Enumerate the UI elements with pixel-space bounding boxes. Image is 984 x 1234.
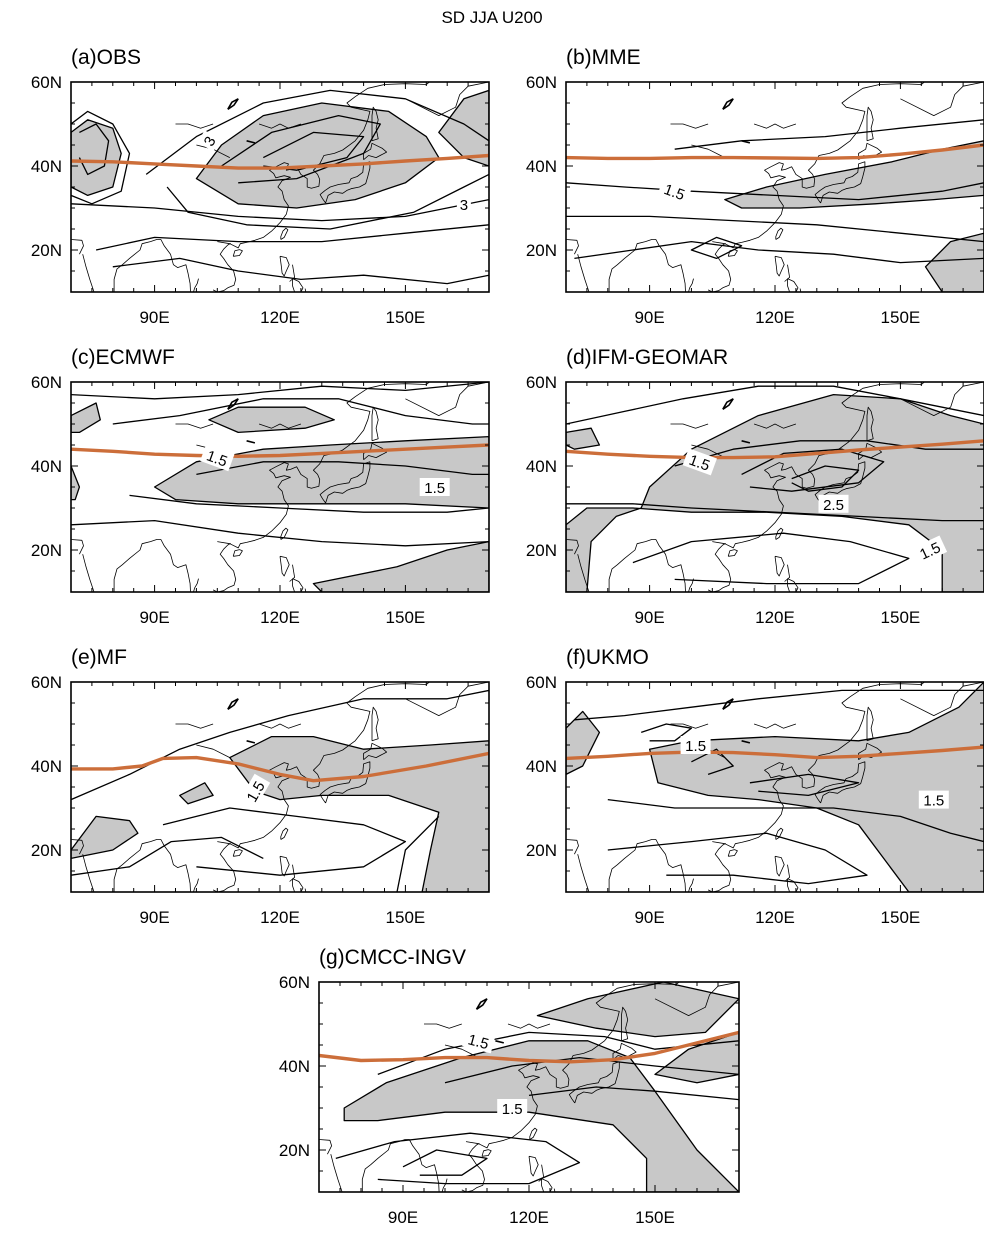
x-tick-label: 150E	[635, 1208, 675, 1227]
x-tick-label: 90E	[139, 308, 169, 327]
y-tick-label: 40N	[526, 157, 557, 176]
x-tick-label: 120E	[260, 608, 300, 627]
y-tick-label: 40N	[526, 757, 557, 776]
x-tick-label: 90E	[634, 308, 664, 327]
y-tick-label: 60N	[526, 673, 557, 692]
x-tick-label: 150E	[386, 308, 426, 327]
contour-label-text: 1.5	[424, 480, 445, 497]
y-tick-label: 20N	[31, 541, 62, 560]
x-tick-label: 120E	[260, 308, 300, 327]
y-tick-label: 60N	[31, 73, 62, 92]
x-tick-label: 90E	[139, 608, 169, 627]
contour-label: 1.5	[681, 736, 711, 755]
x-tick-label: 150E	[881, 308, 921, 327]
contour-label-text: 1.5	[923, 793, 944, 810]
contour-label: 1.5	[497, 1099, 527, 1118]
contour-label-text: 1.5	[685, 738, 706, 755]
y-tick-label: 40N	[31, 157, 62, 176]
x-tick-label: 120E	[260, 908, 300, 927]
x-tick-label: 90E	[388, 1208, 418, 1227]
contour-label-text: 3	[460, 197, 468, 214]
map-ukmo: 1.5 1.5 90E 120E 150E 20N 40N 60N	[500, 644, 984, 934]
y-tick-label: 20N	[279, 1141, 310, 1160]
contour-label-text: 2.5	[823, 497, 844, 514]
x-tick-label: 90E	[634, 908, 664, 927]
y-tick-label: 60N	[31, 373, 62, 392]
y-tick-label: 40N	[526, 457, 557, 476]
y-tick-label: 60N	[31, 673, 62, 692]
y-tick-label: 40N	[31, 457, 62, 476]
x-tick-label: 150E	[881, 608, 921, 627]
contour-label: 1.5	[919, 791, 949, 810]
x-tick-label: 150E	[386, 608, 426, 627]
shaded-region	[71, 120, 121, 196]
x-tick-label: 120E	[755, 608, 795, 627]
contour-label-text: 1.5	[502, 1101, 523, 1118]
x-tick-label: 150E	[881, 908, 921, 927]
y-tick-label: 60N	[279, 973, 310, 992]
y-tick-label: 40N	[279, 1057, 310, 1076]
x-tick-label: 120E	[755, 308, 795, 327]
x-tick-label: 120E	[509, 1208, 549, 1227]
y-tick-label: 20N	[526, 841, 557, 860]
x-tick-label: 150E	[386, 908, 426, 927]
contour-label: 3	[457, 195, 471, 214]
contour-label: 1.5	[420, 478, 450, 497]
x-tick-label: 90E	[139, 908, 169, 927]
y-tick-label: 60N	[526, 373, 557, 392]
y-tick-label: 20N	[31, 241, 62, 260]
x-tick-label: 120E	[755, 908, 795, 927]
y-tick-label: 20N	[526, 541, 557, 560]
y-tick-label: 20N	[526, 241, 557, 260]
figure-title: SD JJA U200	[0, 8, 984, 28]
y-tick-label: 20N	[31, 841, 62, 860]
contour-label: 2.5	[819, 495, 849, 514]
y-tick-label: 60N	[526, 73, 557, 92]
x-tick-label: 90E	[634, 608, 664, 627]
y-tick-label: 40N	[31, 757, 62, 776]
